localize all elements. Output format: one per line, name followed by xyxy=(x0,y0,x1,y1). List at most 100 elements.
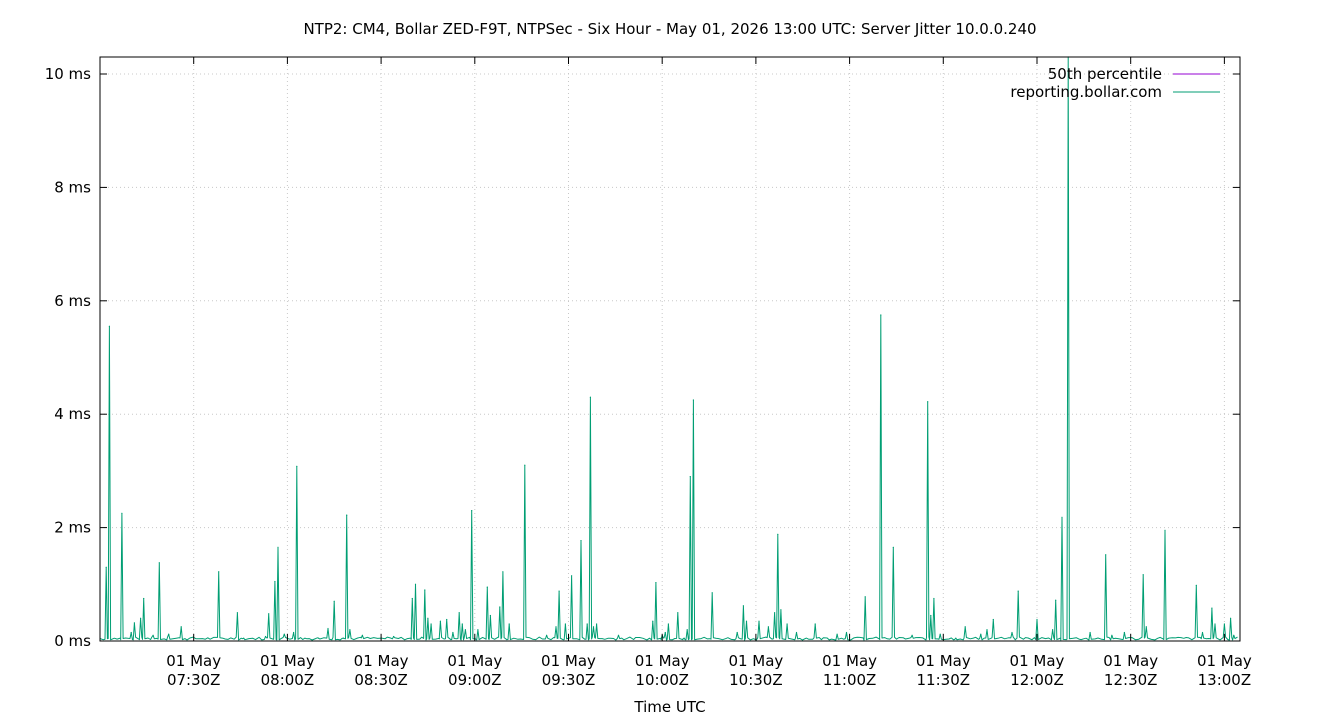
x-tick-label-date: 01 May xyxy=(541,652,596,670)
y-tick-label: 0 ms xyxy=(54,632,91,650)
y-tick-label: 4 ms xyxy=(54,405,91,423)
data-point xyxy=(939,633,941,635)
data-point xyxy=(414,583,417,585)
data-point xyxy=(880,314,882,316)
x-tick-label-date: 01 May xyxy=(166,652,221,670)
data-point xyxy=(571,575,573,577)
x-tick-label-time: 07:30Z xyxy=(167,671,221,689)
data-point xyxy=(327,627,329,630)
data-point xyxy=(1089,631,1091,634)
x-tick-label-date: 01 May xyxy=(1010,652,1065,670)
data-point xyxy=(133,622,135,624)
legend-label: 50th percentile xyxy=(1048,65,1162,83)
data-point xyxy=(502,571,504,573)
data-point xyxy=(477,629,479,631)
data-point xyxy=(361,634,363,636)
y-tick-label: 6 ms xyxy=(54,292,91,310)
data-point xyxy=(1223,623,1225,625)
x-tick-label-date: 01 May xyxy=(447,652,502,670)
data-point xyxy=(546,634,548,636)
x-tick-label-time: 12:30Z xyxy=(1104,671,1158,689)
data-point xyxy=(1145,626,1147,628)
data-point xyxy=(1036,618,1038,621)
legend-label: reporting.bollar.com xyxy=(1010,83,1162,101)
data-point xyxy=(767,626,770,628)
x-tick-label-time: 09:00Z xyxy=(448,671,502,689)
data-point xyxy=(243,637,245,639)
data-point xyxy=(1111,634,1113,636)
data-point xyxy=(411,597,413,600)
data-point xyxy=(471,510,473,512)
data-point xyxy=(1055,599,1057,601)
data-point xyxy=(393,635,395,638)
data-point xyxy=(580,540,582,542)
x-tick-label-date: 01 May xyxy=(822,652,877,670)
data-point xyxy=(105,566,107,568)
x-tick-label-time: 12:00Z xyxy=(1010,671,1064,689)
data-point xyxy=(1052,629,1054,631)
data-point xyxy=(667,623,670,625)
x-tick-label-date: 01 May xyxy=(1103,652,1158,670)
data-point xyxy=(427,617,429,619)
data-point xyxy=(143,597,145,600)
x-tick-label-date: 01 May xyxy=(916,652,971,670)
x-tick-label-time: 09:30Z xyxy=(542,671,596,689)
data-point xyxy=(795,631,798,634)
data-point xyxy=(464,629,466,631)
series-line-1 xyxy=(99,56,1238,641)
data-point xyxy=(236,612,238,614)
data-point xyxy=(564,623,567,625)
data-point xyxy=(1142,574,1144,576)
data-point xyxy=(836,633,838,635)
data-point xyxy=(499,606,501,608)
data-point xyxy=(1011,631,1013,634)
data-point xyxy=(268,613,270,615)
x-tick-label-date: 01 May xyxy=(635,652,690,670)
data-point xyxy=(218,571,220,573)
data-point xyxy=(892,546,894,549)
data-point xyxy=(1201,631,1204,634)
data-point xyxy=(346,514,348,516)
data-point xyxy=(524,464,526,466)
data-point xyxy=(930,614,932,617)
data-point xyxy=(736,631,738,634)
data-point xyxy=(864,596,866,598)
x-tick-label-date: 01 May xyxy=(260,652,315,670)
data-point xyxy=(558,590,560,592)
data-point xyxy=(711,592,713,594)
data-point xyxy=(1123,631,1125,634)
data-point xyxy=(430,623,432,625)
data-point xyxy=(277,546,279,549)
data-point xyxy=(108,325,110,327)
x-tick-label-time: 08:00Z xyxy=(261,671,315,689)
data-point xyxy=(264,635,267,638)
data-point xyxy=(655,582,657,584)
chart-title: NTP2: CM4, Bollar ZED-F9T, NTPSec - Six … xyxy=(303,20,1036,38)
data-point xyxy=(508,623,510,625)
data-point xyxy=(933,597,935,600)
grid-lines xyxy=(100,57,1240,641)
data-point xyxy=(964,626,966,628)
data-point xyxy=(689,476,691,478)
x-axis-title: Time UTC xyxy=(633,698,705,716)
data-point xyxy=(677,612,679,614)
data-point xyxy=(349,629,351,631)
data-point xyxy=(652,620,654,622)
data-point xyxy=(296,465,298,467)
data-point xyxy=(986,629,988,631)
data-point xyxy=(586,623,588,625)
data-point xyxy=(814,623,816,625)
plot-frame xyxy=(99,56,1241,642)
data-point xyxy=(318,637,320,639)
data-point xyxy=(992,618,994,621)
data-point xyxy=(152,634,154,636)
x-tick-label-time: 13:00Z xyxy=(1198,671,1252,689)
data-point xyxy=(158,562,160,564)
data-point xyxy=(446,618,448,621)
data-point xyxy=(1211,607,1213,609)
data-point xyxy=(758,620,760,622)
data-point xyxy=(596,623,598,625)
data-point xyxy=(130,631,132,634)
